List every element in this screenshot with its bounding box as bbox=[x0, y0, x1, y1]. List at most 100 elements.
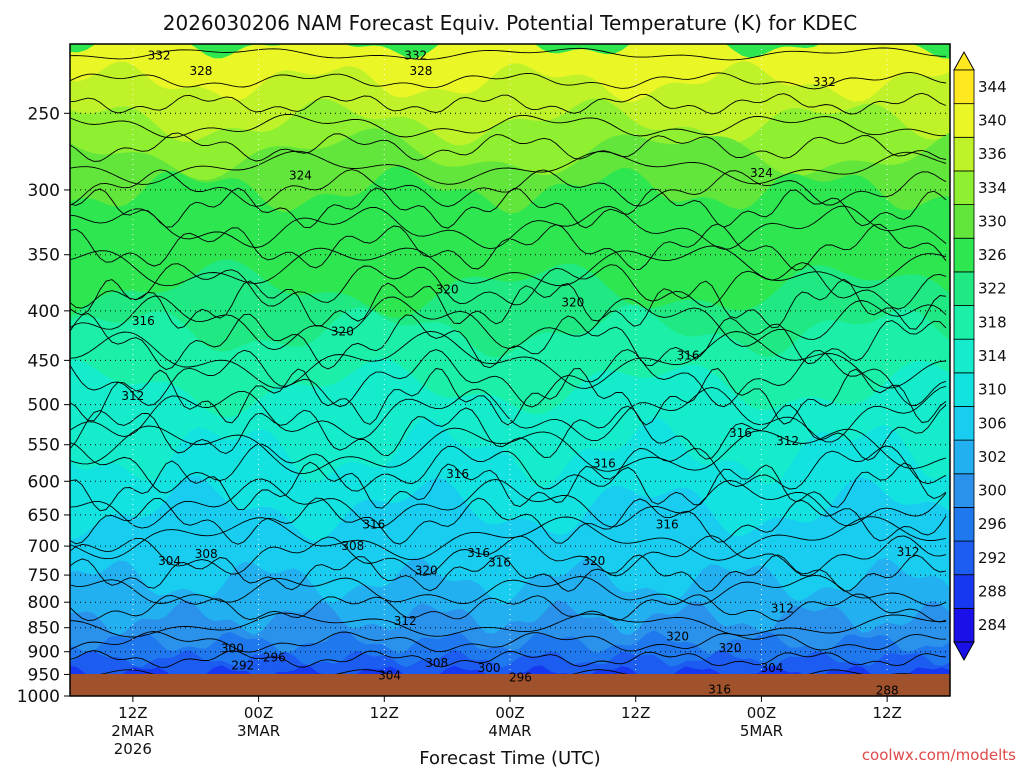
contour-value-label: 296 bbox=[263, 650, 286, 664]
contour-value-label: 312 bbox=[776, 434, 799, 448]
contour-value-label: 304 bbox=[378, 668, 401, 682]
contour-line bbox=[70, 349, 947, 408]
colorbar-swatch bbox=[953, 305, 975, 340]
contour-line bbox=[70, 278, 947, 330]
x-tick-label: 3MAR bbox=[237, 722, 280, 740]
colorbar-swatch bbox=[953, 136, 975, 172]
contour-line bbox=[70, 223, 947, 271]
contour-value-label: 304 bbox=[158, 554, 181, 568]
contour-value-label: 324 bbox=[750, 166, 773, 180]
colorbar-level-label: 334 bbox=[978, 179, 1007, 197]
y-tick-label: 400 bbox=[28, 302, 60, 322]
contour-line bbox=[70, 205, 947, 250]
contour-line bbox=[70, 535, 947, 577]
x-tick-label: 12Z bbox=[621, 704, 650, 722]
contour-value-label: 332 bbox=[813, 75, 836, 89]
y-axis: 250 300 350 400 450 500 550 600 650 700 750 800 850 9… bbox=[17, 104, 70, 707]
contour-value-label: 308 bbox=[425, 656, 448, 670]
plot-area bbox=[70, 44, 950, 696]
credit-link[interactable]: coolwx.com/modelts bbox=[862, 746, 1016, 764]
colorbar-level-label: 314 bbox=[978, 347, 1007, 365]
contour-value-label: 328 bbox=[409, 64, 432, 78]
contour-line bbox=[70, 47, 947, 61]
y-tick-label: 600 bbox=[28, 472, 60, 492]
y-tick-label: 250 bbox=[28, 104, 60, 124]
contour-value-label: 316 bbox=[677, 349, 700, 363]
contour-value-label: 320 bbox=[331, 324, 354, 338]
colorbar-level-label: 296 bbox=[978, 515, 1007, 533]
contour-value-label: 332 bbox=[148, 49, 171, 63]
contour-line bbox=[70, 113, 947, 139]
contour-value-label: 316 bbox=[656, 518, 679, 532]
y-tick-label: 800 bbox=[28, 593, 60, 613]
contour-line bbox=[70, 612, 947, 638]
colorbar-swatch bbox=[953, 607, 975, 643]
colorbar-level-label: 306 bbox=[978, 414, 1007, 432]
x-tick-label: 00Z bbox=[244, 704, 273, 722]
colorbar-level-label: 344 bbox=[978, 78, 1007, 96]
contour-line bbox=[70, 295, 947, 351]
x-axis-label: Forecast Time (UTC) bbox=[419, 748, 600, 768]
contour-line bbox=[70, 442, 947, 494]
colorbar: 284 288 292 296 300 302 306 310 314 318 322 326 330 3… bbox=[953, 50, 1007, 662]
y-tick-label: 900 bbox=[28, 643, 60, 663]
contour-line bbox=[70, 245, 947, 289]
chart-title: 2026030206 NAM Forecast Equiv. Potential… bbox=[163, 11, 857, 35]
colorbar-swatch bbox=[953, 170, 975, 205]
contour-value-label: 316 bbox=[593, 456, 616, 470]
y-tick-label: 450 bbox=[28, 351, 60, 371]
y-tick-label: 350 bbox=[28, 246, 60, 266]
contour-line bbox=[70, 460, 947, 512]
contour-value-label: 320 bbox=[582, 554, 605, 568]
y-tick-label: 650 bbox=[28, 506, 60, 526]
contour-line bbox=[70, 650, 947, 668]
colorbar-level-label: 284 bbox=[978, 616, 1007, 634]
contour-value-label: 296 bbox=[509, 671, 532, 685]
contour-value-label: 328 bbox=[189, 64, 212, 78]
contour-value-label: 316 bbox=[488, 556, 511, 570]
colorbar-min-arrow bbox=[953, 641, 975, 662]
contour-line bbox=[70, 593, 947, 623]
y-tick-label: 850 bbox=[28, 619, 60, 639]
contour-line bbox=[70, 404, 947, 461]
contour-value-label: 320 bbox=[666, 629, 689, 643]
colorbar-swatch bbox=[953, 204, 975, 239]
colorbar-level-label: 322 bbox=[978, 280, 1007, 298]
colorbar-level-label: 326 bbox=[978, 246, 1007, 264]
colorbar-swatch bbox=[953, 103, 975, 138]
contour-value-label: 316 bbox=[729, 426, 752, 440]
x-tick-label: 00Z bbox=[495, 704, 524, 722]
contour-value-label: 316 bbox=[362, 518, 385, 532]
contour-value-label: 300 bbox=[478, 661, 501, 675]
colorbar-level-label: 330 bbox=[978, 212, 1007, 230]
contour-value-label: 320 bbox=[415, 564, 438, 578]
contour-value-label: 320 bbox=[436, 282, 459, 296]
contour-line bbox=[70, 330, 947, 389]
contour-value-label: 320 bbox=[561, 295, 584, 309]
contour-line bbox=[70, 92, 947, 115]
colorbar-level-label: 310 bbox=[978, 381, 1007, 399]
contour-line bbox=[70, 187, 947, 229]
contour-line bbox=[70, 631, 947, 653]
x-tick-label: 5MAR bbox=[740, 722, 783, 740]
contour-line bbox=[70, 368, 947, 426]
contour-line bbox=[70, 516, 947, 561]
colorbar-level-label: 318 bbox=[978, 313, 1007, 331]
colorbar-level-label: 336 bbox=[978, 145, 1007, 163]
thetae-contour-lines bbox=[70, 47, 947, 683]
x-tick-label: 12Z bbox=[370, 704, 399, 722]
contour-line bbox=[70, 554, 947, 592]
contour-value-label: 312 bbox=[394, 614, 417, 628]
x-tick-label: 2MAR bbox=[111, 722, 154, 740]
colorbar-swatch bbox=[953, 439, 975, 475]
contour-line bbox=[70, 574, 947, 607]
contour-value-label: 332 bbox=[404, 49, 427, 63]
contour-value-label: 316 bbox=[132, 314, 155, 328]
x-tick-label: 2026 bbox=[114, 740, 152, 758]
y-tick-label: 300 bbox=[28, 181, 60, 201]
x-tick-label: 12Z bbox=[118, 704, 147, 722]
contour-line bbox=[70, 132, 947, 162]
